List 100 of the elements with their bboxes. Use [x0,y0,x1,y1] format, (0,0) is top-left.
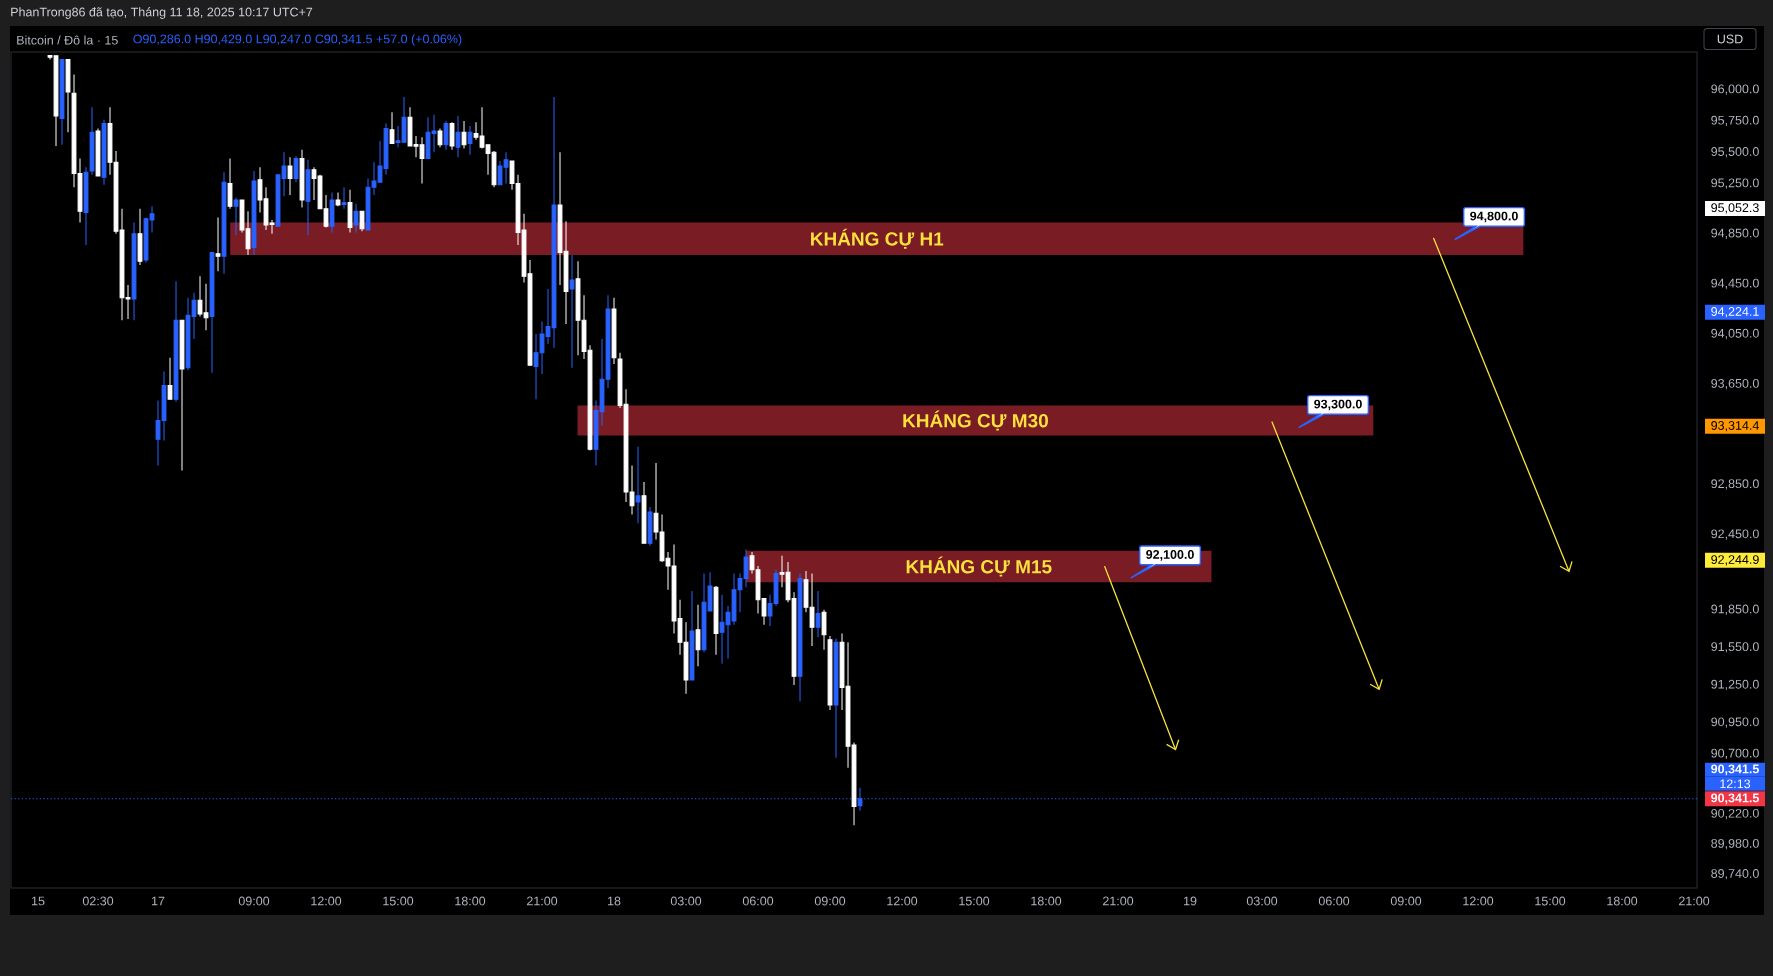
candlestick [341,186,347,210]
y-tick-label: 95,250.0 [1711,178,1759,189]
y-tick-label: 94,850.0 [1711,228,1759,239]
x-tick-label: 06:00 [742,896,774,906]
y-tick-label: 94,450.0 [1711,278,1759,290]
chart-title: Bitcoin / Đô la · 15 [17,35,118,45]
y-tick-label: 92,850.0 [1711,479,1759,490]
text: 94,224.1 [1711,307,1759,318]
x-tick-label: 12:00 [887,896,918,906]
x-tick-label: 21:00 [1679,896,1710,906]
text: 92,244.9 [1711,555,1759,566]
y-tick-label: 93,650.0 [1711,378,1759,390]
candlestick [449,121,455,151]
candlestick [59,59,65,146]
ref-line-label: 90,341.5 [1711,764,1759,776]
x-tick-label: 21:00 [527,896,558,906]
candlestick [167,357,173,400]
x-tick-label: 21:00 [1103,896,1134,906]
x-tick-label: 15:00 [1535,896,1566,906]
candlestick [857,787,863,812]
annotation: 92,100.0 [1146,550,1194,561]
candlestick [233,196,239,236]
y-tick-label: 94,050.0 [1711,328,1759,340]
text: USD [1717,34,1743,44]
text: 93,314.4 [1711,421,1759,432]
candlestick [833,638,839,759]
annotation: 93,300.0 [1314,399,1362,411]
x-tick-label: 18:00 [1031,896,1062,906]
y-tick-label: 95,500.0 [1711,147,1759,158]
candlestick [95,127,101,177]
band-label: KHÁNG CỰ H1 [811,228,944,249]
candlestick [689,590,695,681]
text: 95,052.3 [1711,203,1759,214]
candlestick [569,254,575,369]
y-tick-label: 89,740.0 [1711,869,1759,880]
candlestick [359,210,365,232]
candlestick [65,59,71,133]
y-tick-label: 91,250.0 [1711,679,1759,691]
text: PhanTrong86 đã tạo, Tháng 11 18, 2025 10:17 UTC+7 [11,7,313,19]
text: 12:13 [1720,779,1751,789]
candlestick [173,280,179,403]
candlestick [647,506,653,547]
candlestick [287,156,293,196]
candlestick [611,297,617,365]
x-tick-label: 09:00 [814,896,846,906]
candlestick [227,158,233,210]
candlestick [389,111,395,144]
x-tick-label: 18:00 [455,896,486,906]
candlestick [827,635,833,711]
candlestick [221,171,227,275]
candlestick [353,203,359,233]
candlestick [179,319,185,472]
candlestick [713,585,719,656]
x-tick-label: 09:00 [1390,896,1422,906]
annotation: 94,800.0 [1470,211,1518,223]
x-tick-label: 03:00 [1246,896,1278,906]
text: 90,341.5 [1711,793,1759,805]
candlestick [641,481,647,544]
candlestick [821,609,827,651]
y-tick-label: 91,550.0 [1711,642,1759,653]
candlestick [329,191,335,233]
x-tick-label: 02:30 [82,896,114,906]
x-tick-label: 03:00 [670,896,702,906]
candlestick [461,120,467,150]
candlestick [455,115,461,158]
candlestick [83,166,89,246]
candlestick [137,208,143,266]
x-tick-label: 09:00 [238,896,270,906]
candlestick [101,119,107,186]
candlestick [437,127,443,148]
chart-subtitle: O90,286.0 H90,429.0 L90,247.0 C90,341.5 +57.0 (+0.06%) [133,34,462,46]
x-tick-label: 15 [32,896,45,906]
candlestick [299,149,305,208]
y-tick-label: 91,850.0 [1711,604,1759,615]
y-tick-label: 96,000.0 [1711,84,1759,95]
candlestick [695,604,701,667]
band-label: KHÁNG CỰ M15 [906,556,1052,577]
candlestick [89,106,95,176]
candlestick [215,216,221,272]
candlestick [335,191,341,207]
candlestick [293,155,299,183]
band-label: KHÁNG CỰ M30 [903,410,1048,431]
x-tick-label: 12:00 [311,896,342,906]
candlestick [347,189,353,233]
candlestick [635,446,641,524]
y-tick-label: 90,950.0 [1711,717,1759,728]
candlestick [305,159,311,236]
candlestick [131,221,137,321]
candlestick [443,120,449,151]
x-tick-label: 19 [1184,896,1197,906]
y-tick-label: 90,700.0 [1711,748,1759,760]
candlestick [797,572,803,702]
candlestick [209,252,215,374]
candlestick [251,170,257,256]
x-tick-label: 18 [608,896,621,906]
y-tick-label: 95,750.0 [1711,115,1759,127]
candlestick [815,590,821,638]
y-tick-label: 92,450.0 [1711,529,1759,540]
y-tick-label: 90,220.0 [1711,808,1759,820]
x-tick-label: 15:00 [383,896,414,906]
